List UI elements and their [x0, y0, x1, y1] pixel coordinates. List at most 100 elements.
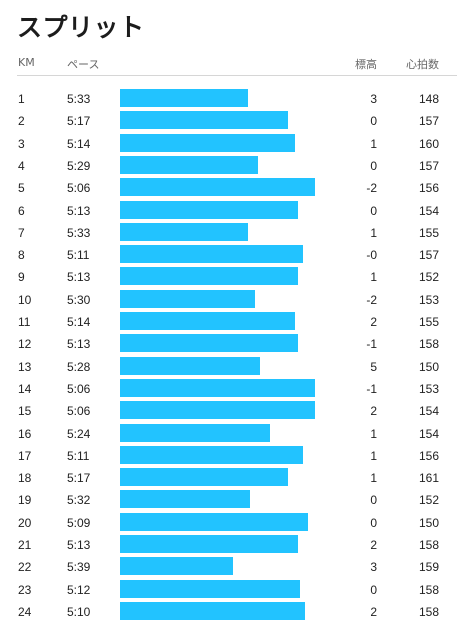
split-km: 3 [18, 136, 25, 151]
split-pace: 5:29 [67, 158, 91, 173]
split-heart-rate: 157 [418, 114, 439, 129]
split-row: 7 5:33 1 155 [0, 222, 457, 244]
pace-bar [120, 468, 288, 487]
split-heart-rate: 158 [418, 538, 439, 552]
split-elevation: 0 [370, 203, 377, 218]
split-km: 11 [18, 315, 31, 329]
split-elevation: -0 [366, 248, 377, 263]
split-pace: 5:14 [67, 315, 91, 329]
pace-bar [120, 557, 233, 576]
split-row: 1 5:33 3 148 [0, 88, 457, 110]
split-elevation: 2 [370, 538, 377, 552]
split-elevation: 0 [370, 515, 377, 530]
split-row: 17 5:11 1 156 [0, 445, 457, 467]
split-heart-rate: 160 [418, 136, 439, 151]
split-heart-rate: 158 [418, 337, 439, 352]
split-pace: 5:39 [67, 560, 91, 575]
split-pace: 5:06 [67, 381, 91, 396]
split-row: 15 5:06 2 154 [0, 400, 457, 422]
column-header-heart-rate: 心拍数 [406, 58, 439, 71]
split-row: 24 5:10 2 158 [0, 601, 457, 623]
split-elevation: -2 [366, 181, 377, 196]
split-pace: 5:13 [67, 270, 91, 285]
pace-bar [120, 334, 298, 353]
split-heart-rate: 156 [418, 181, 439, 196]
split-elevation: 2 [370, 404, 377, 419]
split-pace: 5:11 [67, 248, 90, 263]
split-row: 14 5:06 -1 153 [0, 378, 457, 400]
split-km: 9 [18, 270, 25, 285]
split-row: 12 5:13 -1 158 [0, 333, 457, 355]
split-heart-rate: 155 [418, 225, 439, 240]
split-elevation: 1 [370, 448, 377, 463]
pace-bar [120, 222, 248, 241]
split-elevation: 3 [370, 560, 377, 575]
split-heart-rate: 161 [418, 471, 439, 486]
split-km: 12 [18, 337, 32, 352]
pace-bar [120, 111, 288, 130]
split-heart-rate: 152 [418, 270, 439, 285]
split-pace: 5:14 [67, 136, 91, 151]
header-divider [17, 75, 457, 76]
split-km: 18 [18, 471, 32, 486]
pace-bar [120, 490, 250, 509]
split-heart-rate: 157 [418, 248, 439, 263]
split-elevation: 0 [370, 114, 377, 129]
split-row: 8 5:11 -0 157 [0, 244, 457, 266]
split-heart-rate: 154 [418, 203, 439, 218]
pace-bar [120, 601, 305, 620]
split-pace: 5:10 [67, 604, 91, 619]
split-pace: 5:30 [67, 292, 91, 307]
split-km: 24 [18, 604, 32, 619]
split-elevation: 3 [370, 92, 377, 106]
column-header-pace: ペース [67, 58, 100, 71]
split-pace: 5:09 [67, 515, 91, 530]
split-km: 23 [18, 582, 32, 597]
split-heart-rate: 158 [418, 604, 439, 619]
split-pace: 5:06 [67, 404, 91, 419]
pace-bar [120, 245, 303, 264]
split-km: 22 [18, 560, 32, 575]
pace-bar [120, 356, 260, 375]
split-row: 23 5:12 0 158 [0, 579, 457, 601]
split-km: 6 [18, 203, 25, 218]
split-km: 14 [18, 381, 32, 396]
split-elevation: 1 [370, 225, 377, 240]
column-header-km: KM [18, 56, 35, 69]
pace-bar [120, 289, 255, 308]
split-row: 5 5:06 -2 156 [0, 177, 457, 199]
column-header-elevation: 標高 [355, 58, 377, 71]
split-km: 2 [18, 114, 25, 129]
split-km: 17 [18, 448, 32, 463]
split-pace: 5:17 [67, 114, 91, 129]
split-row: 4 5:29 0 157 [0, 155, 457, 177]
split-pace: 5:33 [67, 225, 91, 240]
split-elevation: 1 [370, 471, 377, 486]
split-row: 9 5:13 1 152 [0, 266, 457, 288]
split-pace: 5:32 [67, 493, 91, 508]
split-km: 8 [18, 248, 25, 263]
pace-bar [120, 579, 300, 598]
split-pace: 5:13 [67, 337, 91, 352]
split-elevation: 1 [370, 426, 377, 441]
split-row: 22 5:39 3 159 [0, 556, 457, 578]
pace-bar [120, 535, 298, 553]
pace-bar [120, 155, 258, 174]
split-row: 2 5:17 0 157 [0, 110, 457, 132]
split-heart-rate: 155 [418, 315, 439, 329]
split-elevation: 0 [370, 493, 377, 508]
split-elevation: 1 [370, 136, 377, 151]
pace-bar [120, 512, 308, 531]
pace-bar [120, 401, 315, 420]
split-row: 6 5:13 0 154 [0, 200, 457, 222]
split-pace: 5:11 [67, 448, 90, 463]
split-row: 20 5:09 0 150 [0, 512, 457, 534]
pace-bar [120, 378, 315, 397]
split-heart-rate: 157 [418, 158, 439, 173]
split-heart-rate: 148 [418, 92, 439, 106]
split-heart-rate: 152 [418, 493, 439, 508]
split-elevation: -2 [366, 292, 377, 307]
split-heart-rate: 159 [418, 560, 439, 575]
split-pace: 5:17 [67, 471, 91, 486]
split-row: 11 5:14 2 155 [0, 311, 457, 333]
